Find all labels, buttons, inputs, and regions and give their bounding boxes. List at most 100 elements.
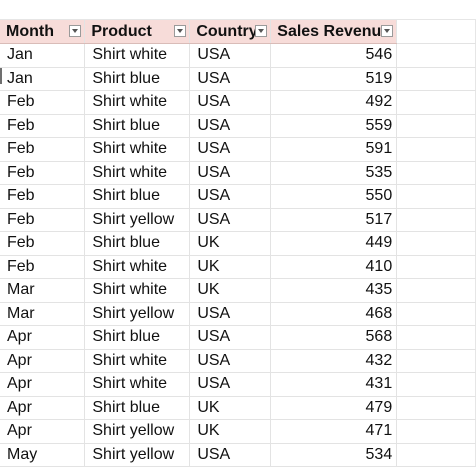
- sales-revenue-cell[interactable]: 568: [270, 325, 398, 350]
- product-cell[interactable]: Shirt white: [84, 255, 191, 279]
- product-cell[interactable]: Shirt blue: [84, 396, 191, 420]
- empty-cell[interactable]: [396, 443, 476, 467]
- country-cell[interactable]: USA: [189, 349, 272, 373]
- sales-revenue-cell[interactable]: 550: [270, 184, 398, 209]
- empty-cell[interactable]: [396, 184, 476, 209]
- sales-revenue-cell[interactable]: 517: [270, 208, 398, 232]
- sales-revenue-cell[interactable]: 435: [270, 278, 398, 303]
- month-cell[interactable]: May: [0, 443, 86, 467]
- header-country[interactable]: Country: [189, 20, 272, 44]
- empty-cell[interactable]: [396, 114, 476, 138]
- sales-revenue-cell[interactable]: 431: [270, 372, 398, 397]
- month-cell[interactable]: Feb: [0, 114, 86, 138]
- month-cell[interactable]: Mar: [0, 302, 86, 326]
- sales-revenue-cell[interactable]: 492: [270, 90, 398, 115]
- country-cell[interactable]: UK: [189, 396, 272, 420]
- empty-cell[interactable]: [396, 396, 476, 420]
- sales-revenue-cell[interactable]: 535: [270, 161, 398, 185]
- empty-cell[interactable]: [396, 349, 476, 373]
- month-cell[interactable]: Feb: [0, 161, 86, 185]
- month-cell[interactable]: Apr: [0, 396, 86, 420]
- country-cell[interactable]: USA: [189, 372, 272, 397]
- month-cell[interactable]: Apr: [0, 325, 86, 350]
- product-cell[interactable]: Shirt white: [84, 137, 191, 162]
- empty-cell[interactable]: [396, 372, 476, 397]
- sales-revenue-cell[interactable]: 479: [270, 396, 398, 420]
- month-cell[interactable]: Apr: [0, 419, 86, 444]
- sales-revenue-cell[interactable]: 559: [270, 114, 398, 138]
- sales-revenue-cell[interactable]: 410: [270, 255, 398, 279]
- sales-revenue-cell[interactable]: 519: [270, 67, 398, 91]
- sales-revenue-cell[interactable]: 471: [270, 419, 398, 444]
- grid-row-above[interactable]: [0, 0, 476, 20]
- month-cell[interactable]: Mar: [0, 278, 86, 303]
- month-cell[interactable]: Apr: [0, 372, 86, 397]
- country-cell[interactable]: USA: [189, 161, 272, 185]
- country-cell[interactable]: USA: [189, 43, 272, 68]
- country-cell[interactable]: USA: [189, 114, 272, 138]
- product-cell[interactable]: Shirt blue: [84, 114, 191, 138]
- empty-cell[interactable]: [396, 67, 476, 91]
- country-cell[interactable]: UK: [189, 419, 272, 444]
- empty-cell[interactable]: [396, 325, 476, 350]
- month-cell[interactable]: Feb: [0, 90, 86, 115]
- month-cell[interactable]: Jan: [0, 67, 86, 91]
- country-cell[interactable]: UK: [189, 255, 272, 279]
- product-cell[interactable]: Shirt white: [84, 349, 191, 373]
- product-cell[interactable]: Shirt blue: [84, 231, 191, 256]
- product-cell[interactable]: Shirt yellow: [84, 302, 191, 326]
- country-cell[interactable]: USA: [189, 325, 272, 350]
- empty-cell[interactable]: [396, 20, 476, 44]
- empty-cell[interactable]: [396, 90, 476, 115]
- empty-cell[interactable]: [396, 231, 476, 256]
- product-cell[interactable]: Shirt white: [84, 372, 191, 397]
- product-cell[interactable]: Shirt blue: [84, 67, 191, 91]
- empty-cell[interactable]: [396, 208, 476, 232]
- product-cell[interactable]: Shirt blue: [84, 325, 191, 350]
- month-cell[interactable]: Jan: [0, 43, 86, 68]
- month-cell[interactable]: Feb: [0, 231, 86, 256]
- empty-cell[interactable]: [396, 255, 476, 279]
- product-cell[interactable]: Shirt white: [84, 43, 191, 68]
- filter-dropdown-icon[interactable]: [174, 25, 187, 37]
- sales-revenue-cell[interactable]: 546: [270, 43, 398, 68]
- filter-dropdown-icon[interactable]: [255, 25, 268, 37]
- empty-cell[interactable]: [396, 161, 476, 185]
- product-cell[interactable]: Shirt yellow: [84, 419, 191, 444]
- header-product[interactable]: Product: [84, 20, 191, 44]
- sales-revenue-cell[interactable]: 591: [270, 137, 398, 162]
- header-month[interactable]: Month: [0, 20, 86, 44]
- header-sales-revenue[interactable]: Sales Revenue: [270, 20, 398, 44]
- empty-cell[interactable]: [396, 302, 476, 326]
- filter-dropdown-icon[interactable]: [381, 25, 394, 37]
- country-cell[interactable]: USA: [189, 67, 272, 91]
- empty-cell[interactable]: [396, 278, 476, 303]
- sales-revenue-cell[interactable]: 534: [270, 443, 398, 467]
- month-cell[interactable]: Feb: [0, 137, 86, 162]
- country-cell[interactable]: USA: [189, 302, 272, 326]
- product-cell[interactable]: Shirt yellow: [84, 208, 191, 232]
- sales-revenue-cell[interactable]: 449: [270, 231, 398, 256]
- country-cell[interactable]: USA: [189, 137, 272, 162]
- country-cell[interactable]: UK: [189, 231, 272, 256]
- country-cell[interactable]: USA: [189, 90, 272, 115]
- month-cell[interactable]: Apr: [0, 349, 86, 373]
- sales-revenue-cell[interactable]: 468: [270, 302, 398, 326]
- country-cell[interactable]: USA: [189, 184, 272, 209]
- product-cell[interactable]: Shirt blue: [84, 184, 191, 209]
- empty-cell[interactable]: [396, 137, 476, 162]
- filter-dropdown-icon[interactable]: [69, 25, 82, 37]
- country-cell[interactable]: USA: [189, 443, 272, 467]
- product-cell[interactable]: Shirt white: [84, 161, 191, 185]
- empty-cell[interactable]: [396, 43, 476, 68]
- month-cell[interactable]: Feb: [0, 184, 86, 209]
- country-cell[interactable]: UK: [189, 278, 272, 303]
- month-cell[interactable]: Feb: [0, 255, 86, 279]
- product-cell[interactable]: Shirt yellow: [84, 443, 191, 467]
- month-cell[interactable]: Feb: [0, 208, 86, 232]
- sales-revenue-cell[interactable]: 432: [270, 349, 398, 373]
- product-cell[interactable]: Shirt white: [84, 90, 191, 115]
- product-cell[interactable]: Shirt white: [84, 278, 191, 303]
- empty-cell[interactable]: [396, 419, 476, 444]
- country-cell[interactable]: USA: [189, 208, 272, 232]
